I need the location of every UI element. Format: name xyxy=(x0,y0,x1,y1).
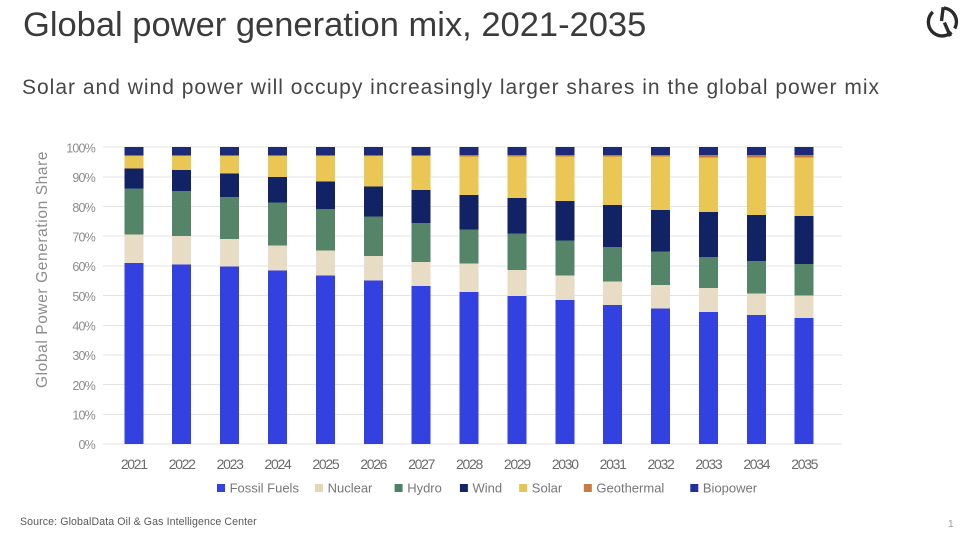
svg-text:2022: 2022 xyxy=(169,456,196,472)
svg-text:80%: 80% xyxy=(72,201,95,215)
svg-text:Wind: Wind xyxy=(473,481,503,496)
svg-text:2029: 2029 xyxy=(504,456,531,472)
svg-text:50%: 50% xyxy=(72,290,95,304)
svg-text:2030: 2030 xyxy=(552,456,579,472)
svg-text:Fossil Fuels: Fossil Fuels xyxy=(230,481,300,496)
svg-text:2023: 2023 xyxy=(217,456,244,472)
svg-text:30%: 30% xyxy=(72,349,95,363)
svg-text:100%: 100% xyxy=(66,141,95,155)
svg-text:2033: 2033 xyxy=(695,456,722,472)
svg-text:2028: 2028 xyxy=(456,456,483,472)
svg-text:Nuclear: Nuclear xyxy=(328,481,373,496)
svg-text:Geothermal: Geothermal xyxy=(596,481,664,496)
svg-text:Global Power Generation Share: Global Power Generation Share xyxy=(34,151,51,388)
svg-text:Biopower: Biopower xyxy=(703,481,758,496)
svg-text:2021: 2021 xyxy=(121,456,148,472)
svg-text:Solar: Solar xyxy=(532,481,563,496)
svg-text:90%: 90% xyxy=(72,171,95,185)
svg-text:2027: 2027 xyxy=(408,456,435,472)
svg-text:20%: 20% xyxy=(72,379,95,393)
svg-text:10%: 10% xyxy=(72,409,95,423)
svg-text:40%: 40% xyxy=(72,320,95,334)
svg-text:2034: 2034 xyxy=(743,456,770,472)
svg-text:0%: 0% xyxy=(79,438,96,452)
svg-text:70%: 70% xyxy=(72,230,95,244)
svg-text:2025: 2025 xyxy=(312,456,339,472)
svg-text:2024: 2024 xyxy=(265,456,292,472)
svg-text:60%: 60% xyxy=(72,260,95,274)
svg-text:2032: 2032 xyxy=(648,456,675,472)
svg-text:Hydro: Hydro xyxy=(407,481,442,496)
svg-text:2031: 2031 xyxy=(600,456,627,472)
svg-text:2026: 2026 xyxy=(360,456,387,472)
svg-text:2035: 2035 xyxy=(791,456,818,472)
